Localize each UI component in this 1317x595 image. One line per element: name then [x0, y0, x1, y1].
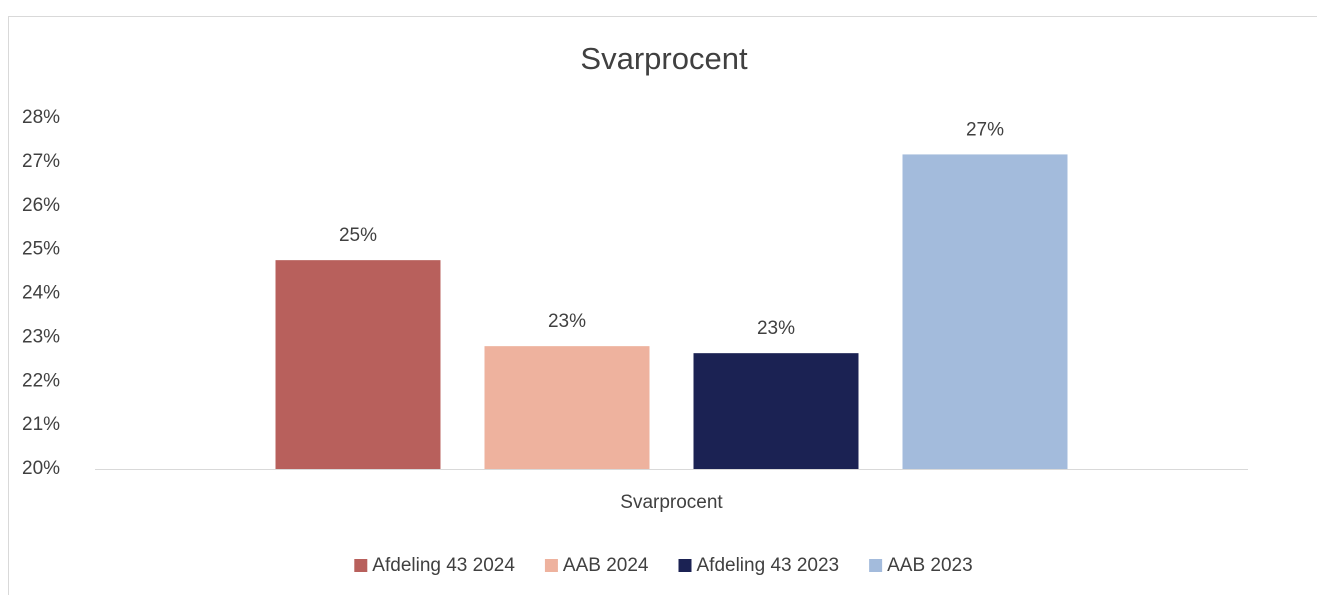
bar — [275, 260, 441, 469]
legend-label: Afdeling 43 2023 — [697, 555, 840, 576]
y-tick-label: 24% — [22, 283, 60, 304]
chart-frame — [8, 16, 1317, 595]
bar — [902, 154, 1068, 469]
bar — [484, 346, 650, 469]
y-tick-label: 21% — [22, 414, 60, 435]
y-tick-label: 20% — [22, 458, 60, 479]
legend-label: AAB 2024 — [563, 555, 649, 576]
y-tick-label: 22% — [22, 370, 60, 391]
y-tick-label: 23% — [22, 326, 60, 347]
data-label: 23% — [757, 318, 795, 339]
y-tick-label: 26% — [22, 195, 60, 216]
legend-swatch — [354, 559, 368, 572]
legend: Afdeling 43 2024 AAB 2024 Afdeling 43 2023… — [354, 555, 973, 576]
legend-label: Afdeling 43 2024 — [372, 555, 515, 576]
legend-swatch — [678, 559, 692, 572]
y-tick-label: 28% — [22, 107, 60, 128]
data-label: 25% — [339, 225, 377, 246]
data-label: 23% — [548, 311, 586, 332]
data-label: 27% — [966, 119, 1004, 140]
legend-swatch — [544, 559, 558, 572]
y-tick-label: 27% — [22, 151, 60, 172]
y-tick-label: 25% — [22, 239, 60, 260]
chart-title: Svarprocent — [580, 41, 748, 76]
bar — [693, 353, 859, 469]
x-tick-label: Svarprocent — [620, 492, 723, 513]
legend-label: AAB 2023 — [887, 555, 973, 576]
legend-swatch — [869, 559, 883, 572]
